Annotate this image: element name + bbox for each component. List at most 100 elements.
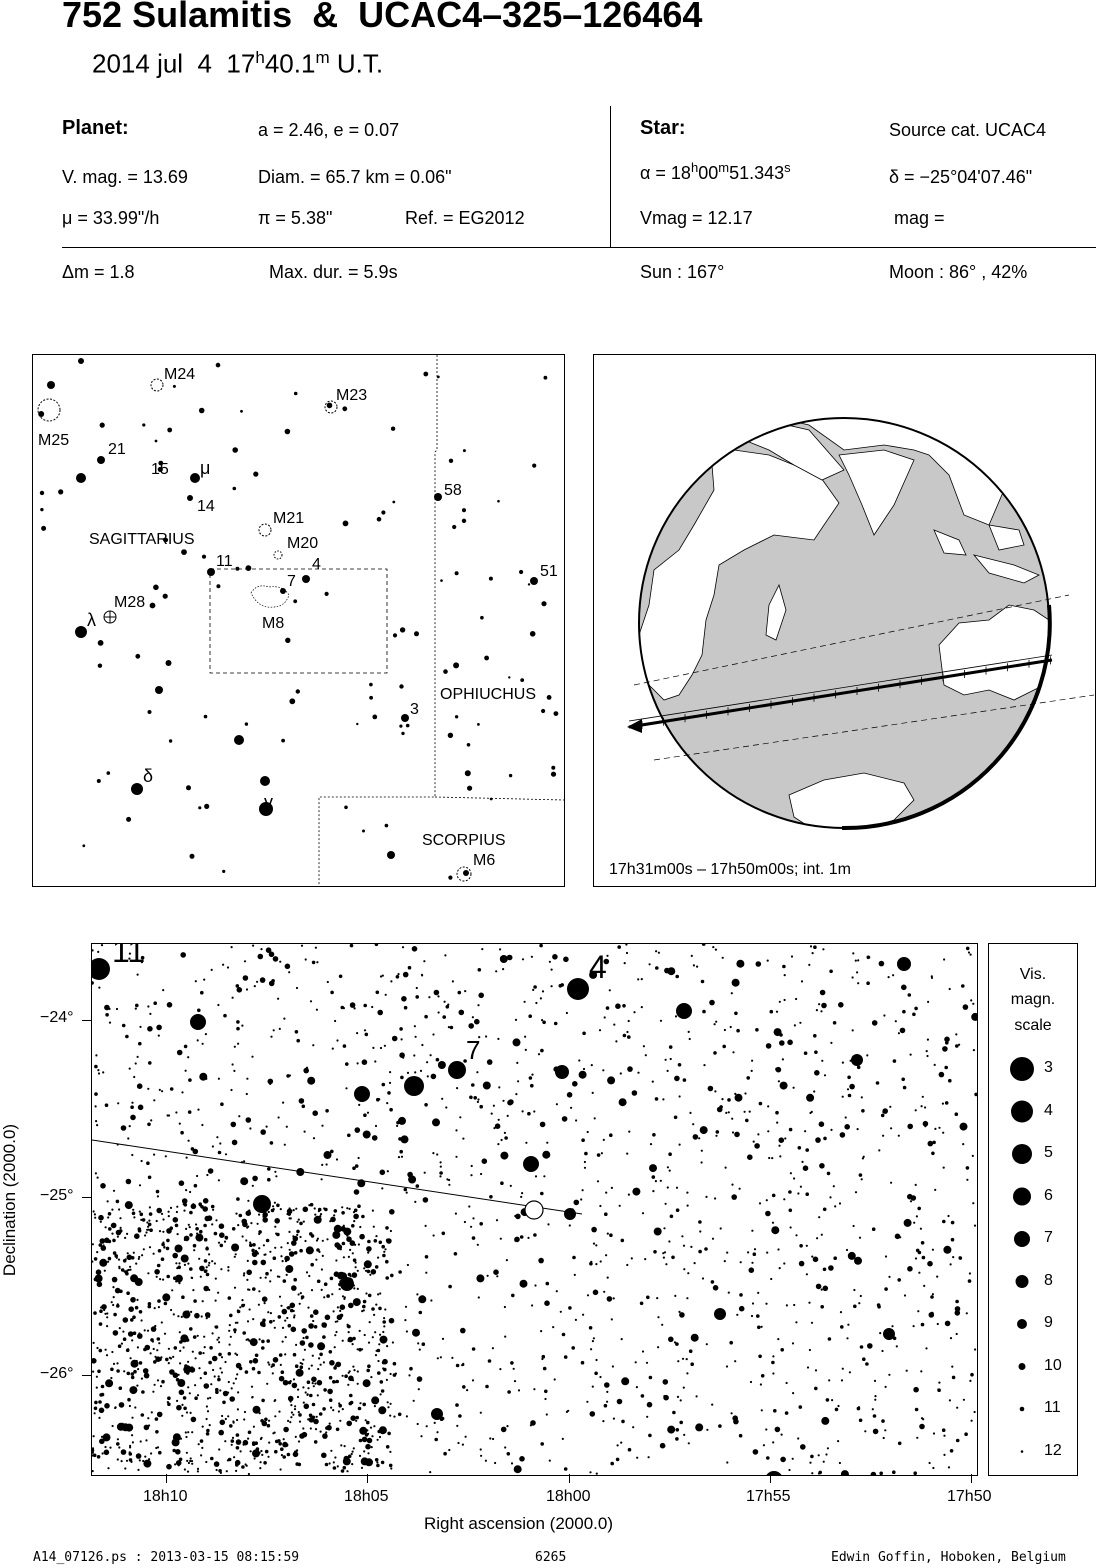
detail-star (175, 1111, 178, 1114)
detail-star (155, 1356, 161, 1362)
detail-star (95, 1375, 98, 1378)
finder-star (392, 500, 396, 504)
detail-star (771, 1226, 780, 1235)
detail-star (365, 1292, 368, 1295)
finder-star (454, 571, 459, 576)
detail-star (515, 1093, 518, 1096)
detail-star (389, 1209, 395, 1215)
detail-star (375, 990, 380, 995)
detail-star (241, 1303, 245, 1308)
detail-star (199, 1072, 208, 1081)
detail-star (298, 1098, 305, 1104)
detail-star (176, 1233, 179, 1236)
star-vmag: Vmag = 12.17 (640, 208, 753, 228)
detail-star (476, 1100, 479, 1103)
finder-star (464, 770, 471, 777)
detail-star (591, 1091, 594, 1094)
detail-star (167, 1402, 171, 1407)
detail-star (973, 1410, 976, 1414)
detail-star (481, 1158, 488, 1164)
detail-star (555, 1103, 558, 1106)
detail-star (766, 1456, 770, 1460)
detail-star (679, 1399, 682, 1402)
detail-star (302, 1336, 305, 1340)
detail-star (571, 1346, 575, 1350)
detail-star (502, 968, 505, 971)
detail-star (92, 1243, 94, 1246)
detail-star (252, 1358, 259, 1364)
detail-star (228, 1324, 231, 1327)
detail-star (814, 1050, 818, 1054)
detail-star (236, 1408, 239, 1411)
detail-star (116, 1303, 119, 1306)
detail-star (326, 1295, 329, 1298)
detail-star (274, 1439, 279, 1444)
detail-star (118, 1446, 121, 1449)
finder-star (440, 579, 443, 582)
detail-star (646, 1295, 650, 1300)
detail-star (657, 951, 661, 954)
asteroid-path-line (92, 1139, 583, 1215)
detail-star (156, 1263, 161, 1268)
detail-star (302, 1358, 305, 1361)
detail-star (639, 1301, 644, 1306)
finder-star (154, 439, 158, 443)
detail-star (238, 1115, 241, 1118)
detail-star (611, 1365, 615, 1368)
finder-star (78, 358, 84, 364)
detail-star (268, 1441, 271, 1444)
detail-star (120, 1460, 123, 1463)
detail-star (766, 1251, 769, 1254)
finder-star (96, 779, 101, 783)
detail-star (370, 1269, 377, 1275)
detail-star (938, 1126, 941, 1129)
legend-dot-mag-7 (1014, 1231, 1030, 1247)
detail-star (167, 1362, 170, 1365)
detail-star (519, 1279, 528, 1288)
detail-star (197, 1108, 200, 1111)
detail-star (374, 1354, 378, 1357)
detail-star (147, 1417, 150, 1420)
detail-star (436, 1431, 439, 1434)
detail-star (676, 1395, 680, 1398)
detail-star (127, 1331, 134, 1337)
detail-star (199, 1265, 205, 1272)
detail-star (363, 1113, 367, 1117)
detail-star (191, 1431, 194, 1434)
detail-star (220, 1371, 223, 1374)
detail-star (203, 978, 206, 981)
detail-star (211, 1355, 218, 1362)
detail-star (300, 944, 304, 947)
detail-star (942, 1219, 946, 1224)
detail-star (703, 1064, 706, 1067)
detail-star (814, 1386, 818, 1391)
detail-star (630, 1257, 633, 1260)
detail-star (308, 1274, 311, 1278)
finder-star (484, 655, 489, 661)
detail-star (217, 1003, 220, 1007)
detail-star (297, 1293, 300, 1296)
detail-star (712, 946, 715, 949)
detail-star (341, 1241, 346, 1246)
detail-star (295, 1343, 298, 1346)
m20-nebula-symbol (273, 550, 283, 560)
detail-star (117, 1258, 121, 1261)
detail-star (173, 1276, 177, 1280)
detail-star (319, 1215, 322, 1218)
detail-star (248, 1288, 251, 1291)
detail-star (865, 1362, 869, 1366)
x-tick-label-4: 17h55 (746, 1488, 791, 1505)
detail-star (798, 1405, 803, 1409)
detail-star (110, 1222, 117, 1229)
detail-star (202, 1198, 209, 1204)
finder-star (126, 816, 132, 822)
detail-star (183, 1468, 186, 1471)
detail-star (242, 1439, 249, 1446)
detail-star (381, 974, 384, 977)
detail-star (250, 1222, 253, 1225)
detail-star (252, 944, 255, 947)
detail-star (227, 1296, 232, 1300)
detail-star (99, 1438, 105, 1445)
detail-star (572, 1081, 578, 1087)
detail-star (172, 1355, 175, 1358)
